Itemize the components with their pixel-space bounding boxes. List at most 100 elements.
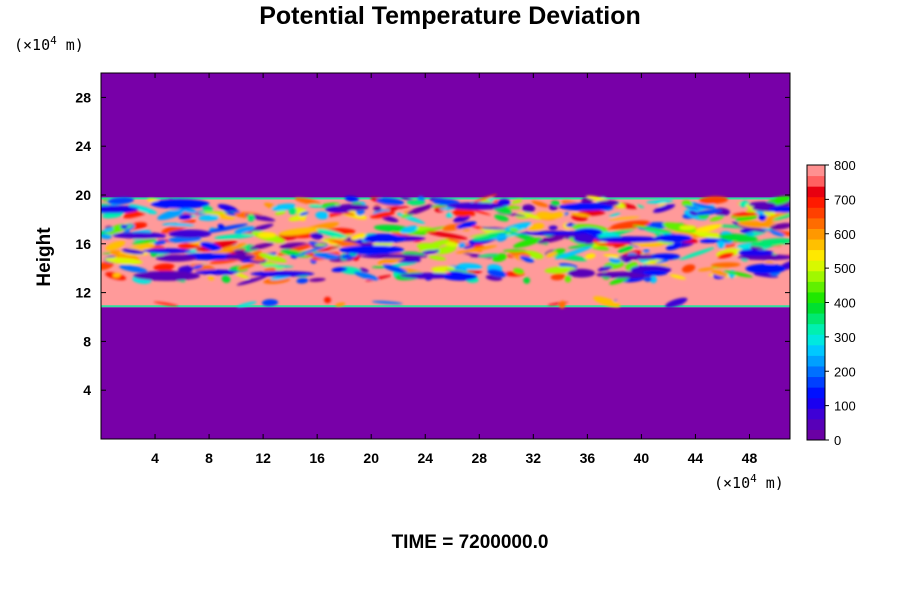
filament — [741, 258, 748, 262]
filament — [339, 245, 405, 255]
filament — [112, 232, 167, 239]
colorbar-swatch — [807, 408, 825, 420]
filament — [636, 204, 645, 209]
filament — [236, 275, 268, 286]
colorbar-swatch — [807, 228, 825, 240]
filament — [207, 275, 215, 281]
filament — [162, 222, 195, 227]
filament — [645, 229, 675, 236]
filament — [406, 225, 449, 236]
plot-frame — [100, 72, 791, 440]
x-tick-label: 40 — [634, 450, 650, 466]
filament — [617, 245, 634, 253]
filament — [513, 267, 525, 275]
filament — [316, 228, 347, 238]
filament — [758, 213, 767, 222]
filament — [447, 202, 505, 210]
filament — [658, 203, 666, 207]
filament — [153, 301, 179, 307]
filament — [755, 210, 765, 215]
colorbar-swatch — [807, 397, 825, 409]
colorbar-swatch — [807, 313, 825, 325]
filament — [198, 211, 229, 214]
filament — [472, 230, 511, 241]
filament — [653, 204, 676, 213]
filament — [672, 231, 700, 238]
upper-boundary-edge — [101, 197, 790, 200]
colorbar-ticks: 0 100 200 300 400 500 600 700 800 — [825, 158, 856, 448]
filament — [200, 241, 222, 251]
filament — [517, 212, 543, 220]
colorbar-tick-label: 500 — [834, 261, 856, 276]
filament — [453, 214, 470, 223]
filament — [400, 225, 418, 234]
filament — [442, 272, 478, 281]
filament — [323, 296, 332, 304]
filament — [457, 263, 483, 270]
filament — [691, 203, 717, 210]
filament — [418, 239, 450, 252]
filament — [250, 271, 315, 277]
filament — [435, 245, 457, 255]
filament — [294, 197, 322, 206]
filament — [650, 253, 681, 260]
filament — [278, 227, 319, 236]
filament — [294, 244, 329, 257]
filament — [168, 229, 212, 239]
filament — [763, 211, 790, 223]
filament — [531, 200, 549, 208]
x-tick-label: 24 — [417, 450, 433, 466]
colorbar-tick-label: 600 — [834, 227, 856, 242]
filament — [344, 195, 359, 202]
colorbar-swatch — [807, 418, 825, 430]
filament — [296, 278, 309, 284]
filament — [132, 239, 157, 245]
filament — [382, 264, 409, 274]
filament — [609, 212, 621, 217]
colorbar-swatch — [807, 207, 825, 219]
x-tick-label: 4 — [151, 450, 159, 466]
filament — [550, 200, 560, 206]
filament — [519, 230, 588, 236]
filament — [513, 237, 543, 248]
filament — [249, 242, 274, 250]
x-tick-label: 32 — [526, 450, 542, 466]
filament — [102, 211, 124, 219]
y-tick-label: 4 — [83, 382, 91, 398]
colorbar-tick-label: 800 — [834, 158, 856, 173]
filament — [716, 240, 726, 249]
y-tick-label: 12 — [75, 285, 91, 301]
filament — [102, 227, 114, 233]
y-axis-label: Height — [34, 227, 55, 287]
filament — [217, 224, 225, 230]
filament — [692, 209, 723, 216]
filament — [709, 215, 725, 222]
filament — [238, 263, 256, 270]
y-tick-label: 8 — [83, 333, 91, 349]
filament — [768, 205, 790, 213]
x-tick-label: 8 — [205, 450, 213, 466]
filament — [364, 233, 401, 242]
x-tick-label: 12 — [255, 450, 271, 466]
filament — [462, 227, 470, 232]
filament — [478, 253, 499, 258]
filament — [632, 225, 673, 233]
colorbar-tick-label: 200 — [834, 364, 856, 379]
filament — [121, 248, 145, 255]
filament — [547, 212, 565, 219]
colorbar-swatch — [807, 175, 825, 187]
filament — [259, 253, 287, 263]
filament — [381, 215, 399, 223]
filament — [469, 233, 489, 238]
filament — [670, 274, 686, 280]
colorbar-swatch — [807, 376, 825, 388]
filament — [129, 204, 158, 215]
colorbar-swatch — [807, 365, 825, 378]
filament — [160, 219, 196, 234]
filament — [509, 227, 519, 232]
filament — [679, 247, 715, 260]
filament — [548, 225, 558, 231]
filament — [745, 263, 786, 274]
filament — [107, 197, 135, 205]
filament — [221, 275, 231, 283]
